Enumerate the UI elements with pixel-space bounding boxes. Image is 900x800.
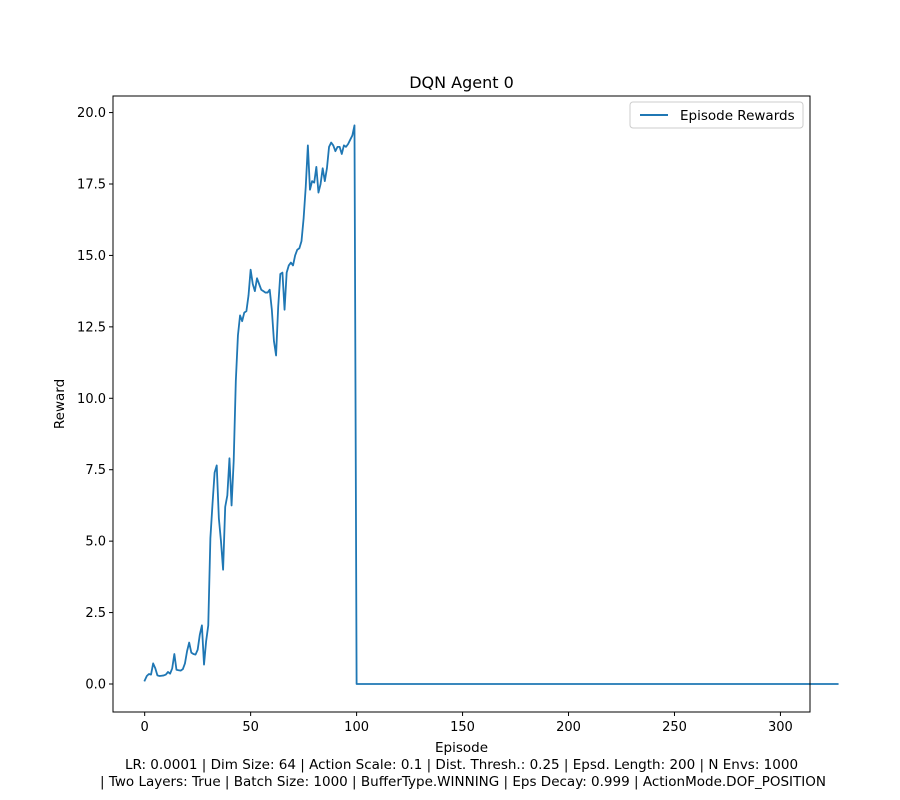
y-tick-label: 15.0 xyxy=(77,249,106,264)
y-tick-label: 17.5 xyxy=(77,178,106,193)
x-tick-label: 150 xyxy=(450,720,475,735)
legend-label-episode-rewards: Episode Rewards xyxy=(680,108,795,124)
x-tick-label: 0 xyxy=(141,720,149,735)
chart-title: DQN Agent 0 xyxy=(409,73,514,92)
x-axis-ticks: 0 50 100 150 200 250 300 xyxy=(141,712,793,735)
y-tick-label: 5.0 xyxy=(85,535,106,550)
y-axis-ticks: 0.0 2.5 5.0 7.5 10.0 12.5 15.0 17.5 20.0 xyxy=(77,106,113,693)
footer-params-line-2: | Two Layers: True | Batch Size: 1000 | … xyxy=(100,774,826,790)
y-tick-label: 20.0 xyxy=(77,106,106,121)
y-tick-label: 10.0 xyxy=(77,392,106,407)
series-layer xyxy=(143,124,839,685)
footer-params-line-1: LR: 0.0001 | Dim Size: 64 | Action Scale… xyxy=(125,757,798,773)
plot-area xyxy=(112,95,839,713)
y-tick-label: 7.5 xyxy=(85,463,106,478)
axes-frame xyxy=(112,95,811,713)
x-tick-label: 200 xyxy=(556,720,581,735)
y-tick-label: 12.5 xyxy=(77,320,106,335)
x-tick-label: 50 xyxy=(242,720,259,735)
y-tick-label: 2.5 xyxy=(85,606,106,621)
legend: Episode Rewards xyxy=(629,101,804,129)
y-tick-label: 0.0 xyxy=(85,678,106,693)
series-line-episode-rewards xyxy=(143,124,839,685)
legend-box xyxy=(629,101,804,129)
x-axis-label: Episode xyxy=(435,740,488,756)
x-tick-label: 300 xyxy=(768,720,793,735)
y-axis-label: Reward xyxy=(52,379,68,429)
x-tick-label: 100 xyxy=(344,720,369,735)
x-tick-label: 250 xyxy=(662,720,687,735)
